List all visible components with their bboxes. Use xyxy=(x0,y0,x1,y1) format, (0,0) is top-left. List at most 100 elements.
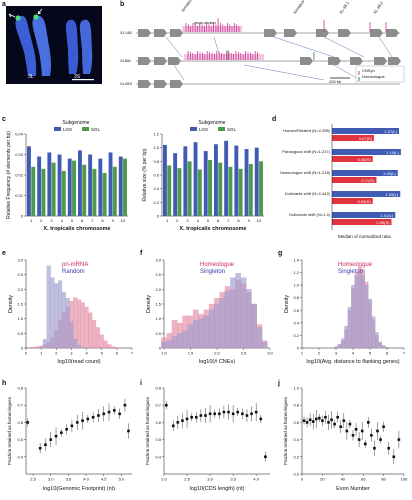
x-axis-label: X. tropicalis chromosome xyxy=(43,226,110,232)
legend-label-2: Singleton xyxy=(338,269,363,275)
bar xyxy=(218,162,223,216)
value-label-L: 1.10(L) xyxy=(386,150,399,155)
y-tick-label: 0.7 xyxy=(155,403,161,408)
bar xyxy=(98,158,103,216)
y-tick-label: 0.7 xyxy=(17,403,23,408)
hist-bar xyxy=(114,347,119,349)
bar-L xyxy=(332,128,399,134)
x-tick-label: 6 xyxy=(116,351,119,356)
density-chart-g: 0 0.2 0.4 0.6 0.8 1.0 1.2 1.4 1 2 3 4 5 6 7 Density log1… xyxy=(280,252,410,372)
scale-label: 200 kb xyxy=(329,79,342,84)
chromosome-image-svg xyxy=(8,8,94,81)
x-tick-label: 4 xyxy=(61,218,64,223)
hist-bar xyxy=(251,303,257,349)
data-point xyxy=(91,415,95,419)
data-point xyxy=(199,414,203,417)
chromosome-image: 3L 3S xyxy=(6,6,102,84)
group-label: Dollo/ants shift (N=1,4) xyxy=(289,212,330,217)
x-tick-label: 8 xyxy=(237,218,240,223)
y-tick-label: 0.2 xyxy=(153,200,159,205)
y-axis-label: Density xyxy=(8,295,14,314)
track-label-2: XL56L xyxy=(120,58,132,63)
data-point xyxy=(314,417,318,421)
data-point xyxy=(54,434,58,438)
legend-label-sgl: SGL xyxy=(91,127,101,132)
data-point xyxy=(127,429,130,433)
x-tick-label: 3.0 xyxy=(267,351,273,356)
x-tick-label: 5.0 xyxy=(119,477,125,482)
data-point xyxy=(357,438,361,441)
bar xyxy=(57,154,62,216)
hist-bar xyxy=(364,285,369,349)
data-point xyxy=(324,415,327,419)
track-label-3: XL45S xyxy=(120,81,133,86)
panel-letter-j: j xyxy=(278,380,280,387)
bar xyxy=(224,140,229,216)
ratio-chart: Homeo/Related (N=2,398) 1.07(L) 0.67(S) Par… xyxy=(276,118,410,242)
hist-bar xyxy=(198,318,204,349)
data-point xyxy=(367,421,370,424)
y-tick-label: 1.0 xyxy=(155,316,161,321)
x-tick-label: 1.5 xyxy=(188,351,194,356)
y-tick-label: 0.03 xyxy=(15,152,24,157)
x-tick-label: 3.5 xyxy=(66,477,72,482)
x-tick-label: 2 xyxy=(55,351,58,356)
hist-bar xyxy=(50,277,55,349)
data-point xyxy=(336,415,339,419)
legend-label-sgl: SGL xyxy=(227,127,237,132)
bar xyxy=(254,147,259,216)
legend-homeologue: Homeologue xyxy=(362,74,385,79)
hist-bar xyxy=(235,273,241,349)
hist-bar xyxy=(80,302,85,349)
bar xyxy=(167,165,172,216)
bar xyxy=(248,164,253,216)
x-tick-label: 1 xyxy=(40,351,43,356)
x-tick-label: 0 xyxy=(301,477,304,482)
hist-bar xyxy=(182,330,188,349)
x-tick-label: 2 xyxy=(318,351,321,356)
data-point xyxy=(241,412,244,416)
data-point xyxy=(387,446,390,450)
hist-bar xyxy=(61,292,66,349)
data-point xyxy=(60,431,63,435)
data-point xyxy=(118,412,121,416)
x-tick-label: 7 xyxy=(91,218,94,223)
arrow-icon xyxy=(37,8,43,15)
legend-swatch-sgl xyxy=(82,127,89,131)
hist-bar xyxy=(187,324,194,349)
bar xyxy=(187,161,192,216)
y-tick-label: 0.8 xyxy=(293,403,299,408)
hist-bar xyxy=(385,347,389,349)
bar xyxy=(72,160,76,216)
y-tick-label: 0 xyxy=(21,214,24,219)
legend-label-1: Homeologue xyxy=(338,262,373,268)
data-point xyxy=(327,421,330,424)
x-tick-label: 2.0 xyxy=(214,351,220,356)
value-label-L: 1.01(L) xyxy=(381,213,394,218)
bar-L xyxy=(332,170,398,176)
data-point xyxy=(194,415,198,419)
bar-chart-right: Subgenome LGS SGL 0 0.2 0.4 0.6 0.8 1.0 1.2 1 2 3 4 5 6… xyxy=(140,118,270,238)
y-tick-label: 1.0 xyxy=(293,283,299,288)
y-tick-label: 0 xyxy=(21,346,24,351)
hist-bar xyxy=(219,298,226,349)
hist-bar xyxy=(357,272,362,349)
group-label: Paralogous shift (N=1,217) xyxy=(282,149,330,154)
y-tick-label: 1.0 xyxy=(293,386,299,391)
x-axis-label: X. tropicalis chromosome xyxy=(179,226,246,232)
density-chart-e-svg: 0 0.5 1.0 1.5 2.0 2.5 3.0 0 1 2 3 4 5 6 7 Density log10(… xyxy=(8,258,134,366)
bar xyxy=(228,166,233,216)
x-tick-label: 4 xyxy=(85,351,88,356)
bar xyxy=(51,162,56,216)
x-tick-label: 5 xyxy=(71,218,74,223)
x-tick-label: 7 xyxy=(131,351,134,356)
y-axis-label: Relative Frequency (# elements per bp) xyxy=(6,131,12,219)
x-tick-label: 2 xyxy=(176,218,179,223)
bar-S xyxy=(332,177,377,183)
hist-bar xyxy=(58,280,63,349)
data-point xyxy=(321,419,324,422)
hist-bar xyxy=(42,339,47,349)
x-tick-label: 3 xyxy=(50,218,53,223)
